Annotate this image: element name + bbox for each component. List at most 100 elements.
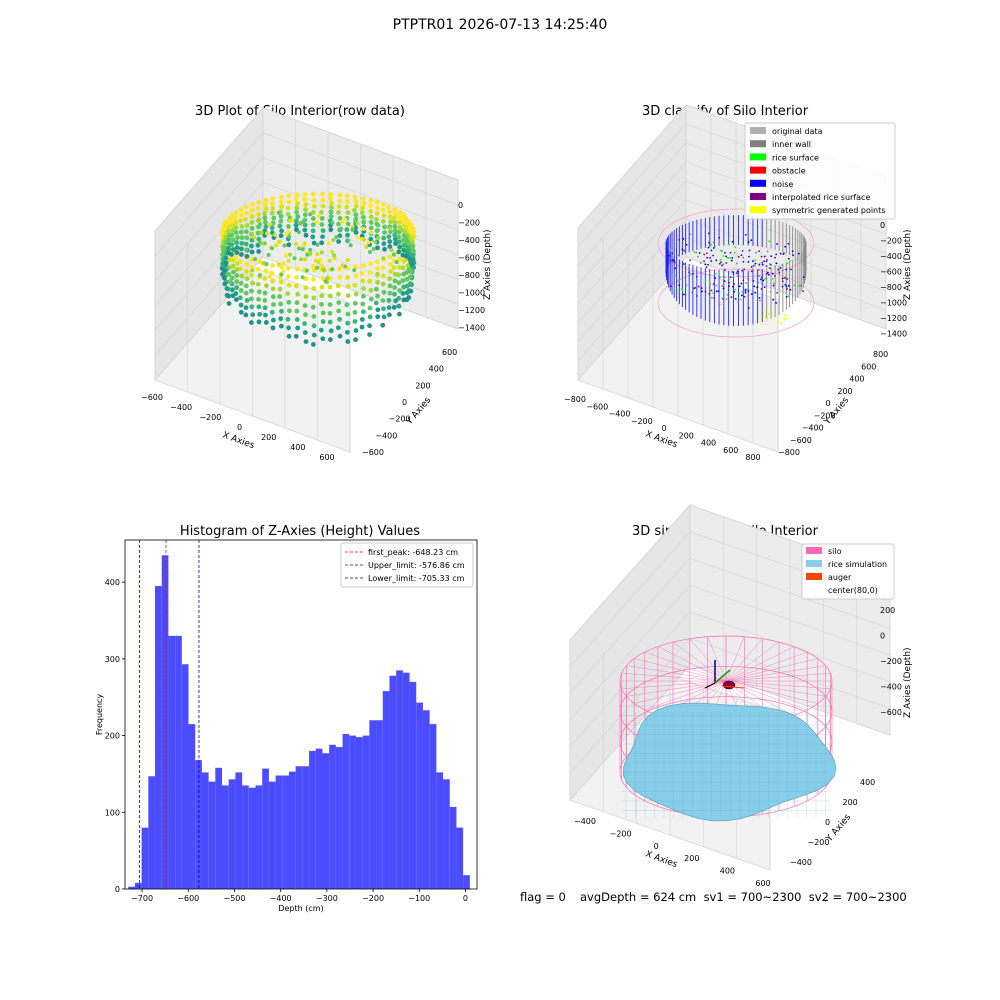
data-point [310, 228, 316, 234]
data-point [345, 232, 350, 238]
data-point [285, 291, 291, 297]
data-point [787, 242, 790, 245]
data-point [380, 207, 386, 213]
data-point [350, 227, 355, 232]
data-point [233, 210, 239, 215]
data-point [392, 219, 398, 225]
center-axis-y [714, 669, 731, 684]
data-point [361, 200, 367, 206]
data-point [396, 215, 402, 220]
data-point [725, 255, 728, 258]
y-tick-label: 0 [825, 818, 830, 827]
symmetric-point [777, 315, 780, 318]
data-point [315, 265, 320, 270]
x-tick-label: −800 [564, 395, 586, 404]
data-point [285, 211, 291, 217]
data-point [367, 314, 373, 320]
histogram-bar [396, 670, 403, 889]
data-point [294, 209, 300, 215]
data-point [311, 240, 317, 246]
data-point [300, 275, 305, 280]
data-point [380, 218, 386, 224]
data-point [774, 275, 776, 277]
data-point [361, 263, 366, 268]
panel2-point-cloud [657, 208, 815, 338]
histogram-bar [389, 675, 397, 889]
x-tick-label: −100 [408, 894, 430, 903]
data-point [410, 226, 416, 231]
data-point [730, 259, 733, 262]
silo-spoke [725, 641, 780, 682]
data-point [315, 252, 320, 257]
data-point [310, 341, 316, 347]
x-axis-label: X Axies [221, 430, 256, 451]
symmetric-point [760, 323, 763, 326]
data-point [778, 271, 781, 274]
data-point [327, 196, 333, 202]
data-point [779, 267, 782, 269]
data-point [302, 212, 308, 218]
data-point [373, 286, 379, 292]
legend-label: center(80,0) [828, 586, 878, 595]
data-point [286, 242, 292, 248]
legend-label: rice surface [772, 153, 819, 162]
data-point [277, 294, 283, 299]
data-point [335, 283, 341, 289]
data-point [375, 279, 380, 285]
z-tick-label: −600 [880, 708, 902, 717]
data-point [784, 245, 787, 248]
data-point [673, 260, 676, 263]
data-point [742, 256, 745, 259]
data-point [403, 216, 409, 222]
data-point [770, 255, 773, 258]
data-point [688, 268, 690, 270]
x-tick-label: −400 [170, 403, 192, 412]
data-point [681, 290, 684, 292]
data-point [799, 284, 802, 287]
y-tick-label: −800 [778, 448, 800, 457]
grid-line [569, 611, 691, 747]
data-point [715, 290, 718, 293]
data-point [336, 308, 342, 314]
data-point [257, 259, 262, 265]
silo-outline [657, 208, 815, 278]
data-point [286, 193, 292, 199]
data-point [789, 268, 792, 271]
data-point [409, 262, 415, 267]
data-point [262, 215, 268, 221]
data-point [336, 221, 341, 227]
data-point [360, 278, 366, 284]
data-point [345, 199, 350, 204]
x-tick-label: 0 [654, 842, 659, 851]
data-point [239, 252, 244, 257]
data-point [381, 241, 387, 247]
data-point [330, 220, 335, 225]
data-point [386, 234, 392, 240]
data-point [710, 289, 713, 292]
data-point [238, 309, 244, 315]
data-point [353, 328, 359, 333]
data-point [304, 268, 309, 273]
data-point [763, 260, 766, 263]
data-point [348, 243, 353, 248]
data-point [750, 239, 753, 242]
data-point [297, 246, 302, 251]
data-point [345, 320, 351, 326]
legend-label: Upper_limit: -576.86 cm [368, 561, 465, 570]
data-point [678, 278, 681, 281]
data-point [345, 293, 351, 299]
data-point [257, 240, 262, 245]
data-point [409, 239, 415, 245]
data-point [269, 270, 275, 276]
data-point [722, 287, 725, 290]
z-axis-label: Z Axies (Depth) [483, 229, 493, 300]
data-point [400, 237, 406, 243]
z-tick-label: −1000 [880, 299, 907, 308]
data-point [779, 252, 782, 255]
data-point [397, 224, 403, 230]
data-point [293, 222, 299, 228]
data-point [697, 255, 700, 258]
data-point [695, 295, 698, 297]
data-point [267, 274, 272, 279]
data-point [345, 339, 351, 344]
